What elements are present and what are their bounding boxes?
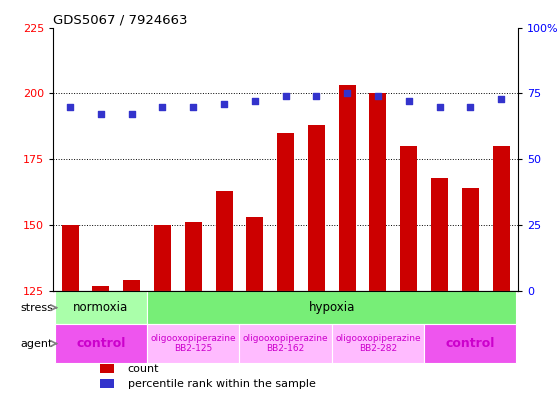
Bar xyxy=(55,324,147,363)
Point xyxy=(127,111,136,118)
Point xyxy=(220,101,228,107)
Point xyxy=(66,103,74,110)
Point xyxy=(281,93,290,99)
Bar xyxy=(100,364,114,373)
Text: count: count xyxy=(128,364,159,373)
Text: normoxia: normoxia xyxy=(73,301,129,314)
Point xyxy=(343,90,352,97)
Bar xyxy=(62,225,78,291)
Text: stress: stress xyxy=(20,303,53,313)
Bar xyxy=(493,146,510,291)
Text: control: control xyxy=(446,337,495,350)
Bar xyxy=(431,178,448,291)
Bar xyxy=(154,225,171,291)
Bar xyxy=(147,324,240,363)
Bar xyxy=(185,222,202,291)
Text: agent: agent xyxy=(21,339,53,349)
Point xyxy=(96,111,105,118)
Point xyxy=(374,93,382,99)
Point xyxy=(435,103,444,110)
Bar xyxy=(308,125,325,291)
Bar xyxy=(92,286,109,291)
Bar xyxy=(462,188,479,291)
Bar xyxy=(277,133,294,291)
Text: control: control xyxy=(76,337,125,350)
Point xyxy=(250,98,259,105)
Point xyxy=(158,103,167,110)
Point xyxy=(404,98,413,105)
Bar xyxy=(400,146,417,291)
Bar xyxy=(332,324,424,363)
Text: percentile rank within the sample: percentile rank within the sample xyxy=(128,379,315,389)
Bar xyxy=(216,191,232,291)
Text: oligooxopiperazine
BB2-282: oligooxopiperazine BB2-282 xyxy=(335,334,421,353)
Point xyxy=(189,103,198,110)
Bar xyxy=(370,94,386,291)
Bar xyxy=(240,324,332,363)
Bar xyxy=(100,379,114,388)
Text: oligooxopiperazine
BB2-125: oligooxopiperazine BB2-125 xyxy=(151,334,236,353)
Bar xyxy=(123,280,140,291)
Bar xyxy=(339,85,356,291)
Point xyxy=(312,93,321,99)
Point xyxy=(497,95,506,102)
Text: oligooxopiperazine
BB2-162: oligooxopiperazine BB2-162 xyxy=(243,334,328,353)
Point xyxy=(466,103,475,110)
Text: GDS5067 / 7924663: GDS5067 / 7924663 xyxy=(53,13,188,26)
Bar xyxy=(55,291,147,324)
Bar xyxy=(424,324,516,363)
Bar xyxy=(147,291,516,324)
Bar xyxy=(246,217,263,291)
Text: hypoxia: hypoxia xyxy=(309,301,355,314)
